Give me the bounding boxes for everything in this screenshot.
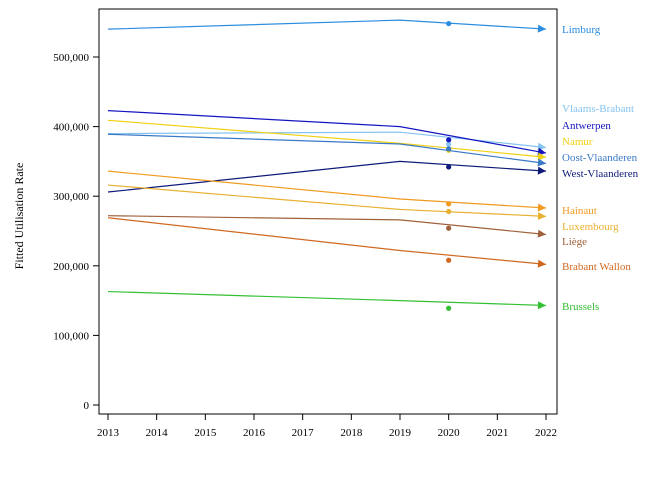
series-line [107, 184, 547, 217]
y-axis-label: Fitted Utilisation Rate [12, 163, 26, 270]
y-tick-label: 100,000 [53, 330, 89, 342]
series-line [107, 290, 547, 307]
observed-point [446, 225, 452, 231]
series-arrowhead [537, 259, 546, 268]
observed-point [446, 141, 452, 147]
series-label: Liège [562, 236, 587, 248]
series-line [107, 133, 547, 165]
series-label: Oost-Vlaanderen [562, 152, 638, 164]
x-tick-label: 2020 [438, 427, 461, 439]
y-tick-label: 200,000 [53, 261, 89, 273]
x-tick-label: 2015 [194, 427, 217, 439]
series-line [107, 215, 547, 236]
series-line [107, 131, 547, 149]
y-tick-label: 300,000 [53, 191, 89, 203]
series-label: Luxembourg [562, 221, 619, 233]
series-line [107, 19, 547, 30]
series-arrowhead [537, 203, 546, 212]
observed-point [446, 208, 452, 215]
x-tick-label: 2019 [389, 427, 412, 439]
series-arrowhead [537, 166, 546, 175]
series-line [107, 160, 547, 193]
x-axis: 2013 2014 2015 2016 2017 2018 2019 2020 2021 2022 [97, 414, 557, 439]
x-tick-label: 2017 [292, 427, 315, 439]
series-labels: Limburg Vlaams-Brabant Antwerpen Namur Oost-… [562, 24, 639, 313]
series-label: Limburg [562, 24, 601, 36]
series-label: West-Vlaanderen [562, 168, 639, 180]
series-line [107, 119, 547, 158]
y-tick-label: 0 [84, 400, 90, 412]
series-arrowhead [537, 152, 546, 161]
y-tick-label: 400,000 [53, 122, 89, 134]
series-arrowhead [537, 301, 546, 310]
series-arrowhead [537, 24, 546, 33]
x-tick-label: 2014 [146, 427, 169, 439]
x-tick-label: 2016 [243, 427, 266, 439]
series-line [107, 170, 547, 209]
series-arrowhead [537, 212, 546, 220]
series-arrowhead [537, 229, 546, 238]
observed-point [446, 164, 452, 170]
series-arrowhead [537, 158, 546, 167]
series-label: Vlaams-Brabant [562, 103, 634, 115]
observed-point [446, 20, 452, 27]
y-tick-label: 500,000 [53, 52, 89, 64]
series-label: Namur [562, 136, 593, 148]
observed-point [446, 137, 452, 143]
observed-point [446, 257, 452, 263]
x-tick-label: 2021 [486, 427, 508, 439]
observed-point [446, 201, 452, 207]
series-lines [107, 19, 547, 311]
plot-frame [98, 8, 558, 415]
y-axis: 0 100,000 200,000 300,000 400,000 500,000 [53, 52, 99, 412]
x-tick-label: 2022 [535, 427, 557, 439]
series-line [107, 109, 547, 154]
x-tick-label: 2018 [340, 427, 363, 439]
series-label: Brabant Wallon [562, 261, 631, 273]
series-line [107, 217, 547, 266]
x-tick-label: 2013 [97, 427, 120, 439]
series-label: Hainaut [562, 205, 597, 217]
series-label: Brussels [562, 301, 599, 313]
series-label: Antwerpen [562, 120, 611, 132]
observed-point [446, 305, 452, 311]
observed-point [446, 146, 452, 152]
